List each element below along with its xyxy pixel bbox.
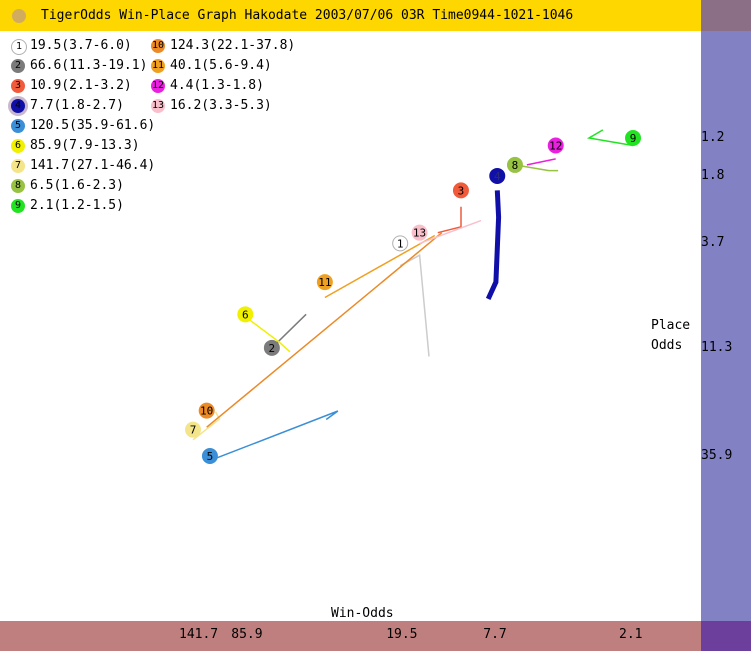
horse-1-number: 1 (397, 237, 404, 250)
legend-marker-2: 2 (11, 59, 25, 73)
legend-marker-13: 13 (151, 99, 165, 113)
horse-12-trail (526, 158, 556, 166)
horse-5-marker: 5 (201, 448, 218, 464)
horse-12-point (547, 137, 564, 154)
legend-label-6: 85.9(7.9-13.3) (30, 138, 140, 153)
horse-10-number: 10 (200, 405, 213, 418)
legend-label-11: 40.1(5.6-9.4) (170, 58, 272, 73)
legend-marker-11: 11 (151, 59, 165, 73)
y-tick-label: 3.7 (701, 235, 725, 251)
legend-label-13: 16.2(3.3-5.3) (170, 98, 272, 113)
legend-label-5: 120.5(35.9-61.6) (30, 118, 156, 133)
horse-13-trail (419, 219, 482, 245)
legend-label-12: 4.4(1.3-1.8) (170, 78, 264, 93)
legend-marker-5: 5 (11, 119, 25, 133)
horse-5-point (201, 448, 218, 464)
horse-9-marker: 9 (625, 130, 641, 146)
win-odds-axis-bar (0, 621, 701, 651)
horse-11-marker: 11 (316, 274, 333, 291)
horse-2-trail (271, 313, 307, 349)
corner-bottom-right (701, 621, 751, 651)
horse-3-marker: 3 (452, 182, 469, 199)
corner-top-right (701, 0, 751, 31)
x-tick-label: 2.1 (619, 627, 643, 642)
horse-3-point (452, 182, 469, 199)
legend-label-7: 141.7(27.1-46.4) (30, 158, 156, 173)
horse-13-marker: 13 (411, 224, 428, 241)
horse-6-number: 6 (242, 308, 249, 321)
legend-label-9: 2.1(1.2-1.5) (30, 198, 124, 213)
horse-11-number: 11 (318, 276, 331, 289)
legend-marker-6: 6 (11, 139, 25, 153)
x-tick-label: 7.7 (483, 627, 507, 642)
horse-10-marker: 10 (198, 402, 215, 419)
y-tick-label: 35.9 (701, 448, 733, 463)
horse-12-number: 12 (549, 139, 562, 152)
legend-marker-9: 9 (11, 199, 25, 213)
chart-title: TigerOdds Win-Place Graph Hakodate 2003/… (41, 8, 574, 23)
x-tick-label: 85.9 (231, 627, 263, 642)
legend-marker-7: 7 (11, 159, 25, 173)
legend-label-1: 19.5(3.7-6.0) (30, 38, 132, 53)
legend-label-8: 6.5(1.6-2.3) (30, 178, 124, 193)
horse-11-trail (324, 234, 436, 299)
y-tick-label: 1.8 (701, 167, 725, 183)
horse-8-point (506, 156, 523, 173)
legend-label-4: 7.7(1.8-2.7) (30, 98, 124, 113)
horse-5-number: 5 (207, 450, 214, 463)
horse-13-point (411, 224, 428, 241)
horse-9-trail (586, 129, 634, 147)
horse-8-marker: 8 (506, 156, 523, 173)
horse-7-point (185, 421, 201, 438)
horse-1-marker: 1 (392, 235, 409, 252)
legend-label-3: 10.9(2.1-3.2) (30, 78, 132, 93)
horse-7-number: 7 (190, 424, 197, 437)
x-tick-label: 141.7 (179, 627, 219, 642)
horse-8-trail (514, 164, 559, 172)
horse-10-trail (206, 232, 443, 428)
title-dot-icon (12, 9, 26, 23)
horse-2-number: 2 (269, 342, 276, 355)
title-bar: TigerOdds Win-Place Graph Hakodate 2003/… (0, 0, 701, 31)
horse-9-number: 9 (630, 132, 637, 145)
legend-marker-10: 10 (151, 39, 165, 53)
horse-1-point (392, 235, 409, 252)
legend-marker-4: 4 (11, 99, 25, 113)
legend-label-10: 124.3(22.1-37.8) (170, 38, 296, 53)
horse-4-trail (485, 190, 502, 300)
horse-4-number: 4 (494, 170, 501, 183)
legend-marker-12: 12 (151, 79, 165, 93)
horse-1-trail (399, 253, 430, 357)
y-tick-label: 11.3 (701, 339, 733, 355)
horse-8-number: 8 (512, 159, 519, 172)
horse-13-number: 13 (413, 227, 426, 240)
x-axis-label: Win-Odds (331, 606, 394, 621)
horse-6-point (237, 306, 254, 323)
horse-4-marker: 4 (489, 167, 506, 184)
horse-7-marker: 7 (185, 421, 201, 438)
legend-marker-8: 8 (11, 179, 25, 193)
horse-6-trail (244, 316, 291, 353)
horse-7-trail (192, 411, 221, 441)
horse-2-point (263, 339, 280, 356)
x-tick-label: 19.5 (386, 627, 418, 642)
y-axis-label: Place Odds (651, 318, 691, 353)
legend-marker-3: 3 (11, 79, 25, 93)
horse-11-point (316, 274, 333, 291)
horse-4-point (489, 167, 506, 184)
legend-marker-1: 1 (11, 39, 27, 55)
horse-10-point (198, 402, 215, 419)
horse-2-marker: 2 (263, 339, 280, 356)
horse-6-marker: 6 (237, 306, 254, 323)
horse-12-marker: 12 (547, 137, 564, 154)
legend-label-2: 66.6(11.3-19.1) (30, 58, 148, 73)
horse-3-trail (437, 206, 462, 234)
horse-3-number: 3 (458, 184, 465, 197)
place-odds-axis-bar (701, 0, 751, 651)
horse-5-trail (209, 410, 339, 462)
horse-9-point (625, 130, 641, 146)
y-tick-label: 1.2 (701, 130, 725, 145)
